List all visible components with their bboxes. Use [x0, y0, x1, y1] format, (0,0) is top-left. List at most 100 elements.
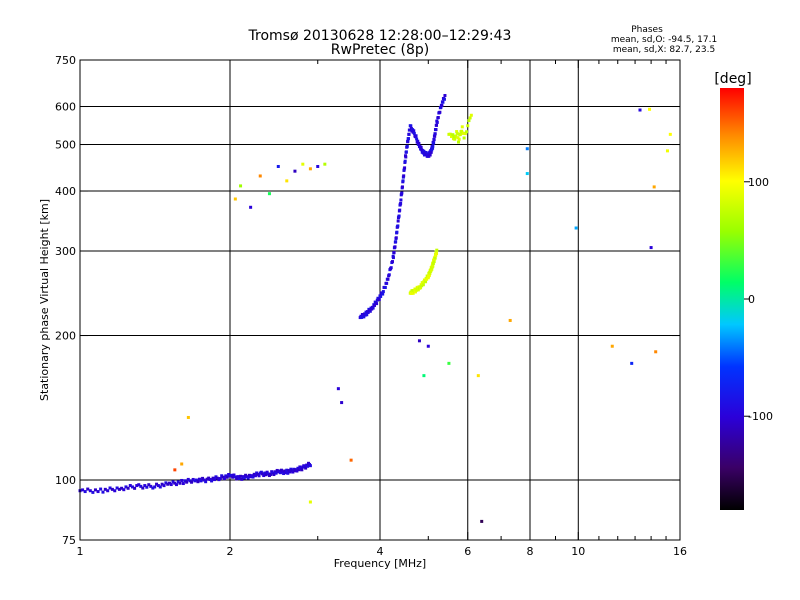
scatter-point — [630, 361, 634, 365]
trace-point — [88, 489, 92, 493]
trace-point — [377, 297, 381, 301]
trace-point — [432, 141, 436, 145]
scatter-point — [654, 350, 658, 354]
colorbar — [720, 88, 744, 510]
y-axis-label: Stationary phase Virtual Height [km] — [38, 199, 51, 401]
trace-point — [398, 208, 402, 212]
trace-point — [458, 132, 462, 136]
trace-point — [407, 132, 411, 136]
trace-point — [222, 477, 226, 481]
trace-point — [266, 472, 270, 476]
trace-point — [308, 464, 312, 468]
trace-point — [450, 135, 454, 139]
scatter-point — [173, 468, 177, 472]
trace-point — [130, 485, 134, 489]
trace-point — [282, 472, 286, 476]
trace-point — [451, 133, 455, 137]
scatter-point — [426, 344, 430, 348]
trace-point — [196, 480, 200, 484]
chart-title: Tromsø 20130628 12:28:00–12:29:43 — [248, 28, 512, 44]
trace-point — [231, 475, 235, 479]
scatter-point — [233, 197, 237, 201]
trace-point — [291, 470, 295, 474]
trace-point — [417, 141, 421, 145]
trace-point — [246, 476, 250, 480]
trace-point — [253, 474, 257, 478]
trace-point — [103, 487, 107, 491]
trace-point — [284, 471, 288, 475]
trace-point — [183, 479, 187, 483]
scatter-point — [301, 162, 305, 166]
trace-point — [366, 311, 370, 315]
trace-point — [141, 486, 145, 490]
trace-point — [435, 120, 439, 124]
trace-point — [428, 153, 432, 157]
trace-point — [166, 482, 170, 486]
trace-point — [197, 477, 201, 481]
trace-point — [232, 473, 236, 477]
trace-point — [153, 485, 157, 489]
scatter-point — [638, 108, 642, 112]
trace-point — [190, 480, 194, 484]
colorbar-tick-label: 100 — [748, 176, 769, 189]
y-tick-labels: 75 100 200 300 400 500 600 750 — [55, 54, 76, 547]
trace-point — [286, 471, 290, 475]
trace-point — [427, 273, 431, 277]
x-tick-label: 10 — [571, 545, 585, 558]
scatter-point — [308, 500, 312, 504]
trace-point — [126, 486, 130, 490]
trace-point — [393, 245, 397, 249]
trace-point — [156, 484, 160, 488]
trace-point — [465, 130, 469, 134]
trace-point — [262, 474, 266, 478]
trace-point — [406, 137, 410, 141]
trace-point — [399, 198, 403, 202]
trace-point — [431, 264, 435, 268]
trace-point — [434, 253, 438, 257]
trace-point — [147, 483, 151, 487]
trace-point — [158, 485, 162, 489]
trace-point — [425, 277, 429, 281]
y-tick-label: 200 — [55, 330, 76, 343]
trace-point — [394, 240, 398, 244]
trace-point — [454, 134, 458, 138]
trace-point — [135, 484, 139, 488]
trace-point — [199, 479, 203, 483]
trace-point — [167, 481, 171, 485]
scatter-point — [239, 184, 243, 188]
trace-point — [240, 477, 244, 481]
scatter-point — [249, 205, 253, 209]
trace-point — [430, 267, 434, 271]
trace-point — [432, 138, 436, 142]
trace-point — [379, 294, 383, 298]
trace-point — [392, 250, 396, 254]
y-tick-label: 75 — [62, 534, 76, 547]
scatter-point — [668, 132, 672, 136]
trace-point — [278, 471, 282, 475]
trace-point — [404, 155, 408, 159]
trace-point — [421, 283, 425, 287]
trace-point — [264, 473, 268, 477]
trace-point — [404, 150, 408, 154]
trace-point — [397, 214, 401, 218]
trace-point — [435, 248, 439, 252]
trace-point — [269, 472, 273, 476]
trace-point — [164, 481, 168, 485]
x-tick-label: 8 — [527, 545, 534, 558]
trace-point — [259, 470, 263, 474]
trace-point — [137, 483, 141, 487]
trace-point — [365, 313, 369, 317]
x-tick-label: 16 — [673, 545, 687, 558]
trace-point — [396, 224, 400, 228]
trace-point — [279, 468, 283, 472]
trace-point — [83, 490, 87, 494]
scatter-point — [574, 226, 578, 230]
trace-point — [81, 488, 85, 492]
trace-point — [419, 145, 423, 149]
trace-point — [430, 148, 434, 152]
trace-point — [191, 477, 195, 481]
trace-point — [383, 285, 387, 289]
trace-point — [386, 277, 390, 281]
trace-point — [173, 481, 177, 485]
trace-point — [431, 146, 435, 150]
